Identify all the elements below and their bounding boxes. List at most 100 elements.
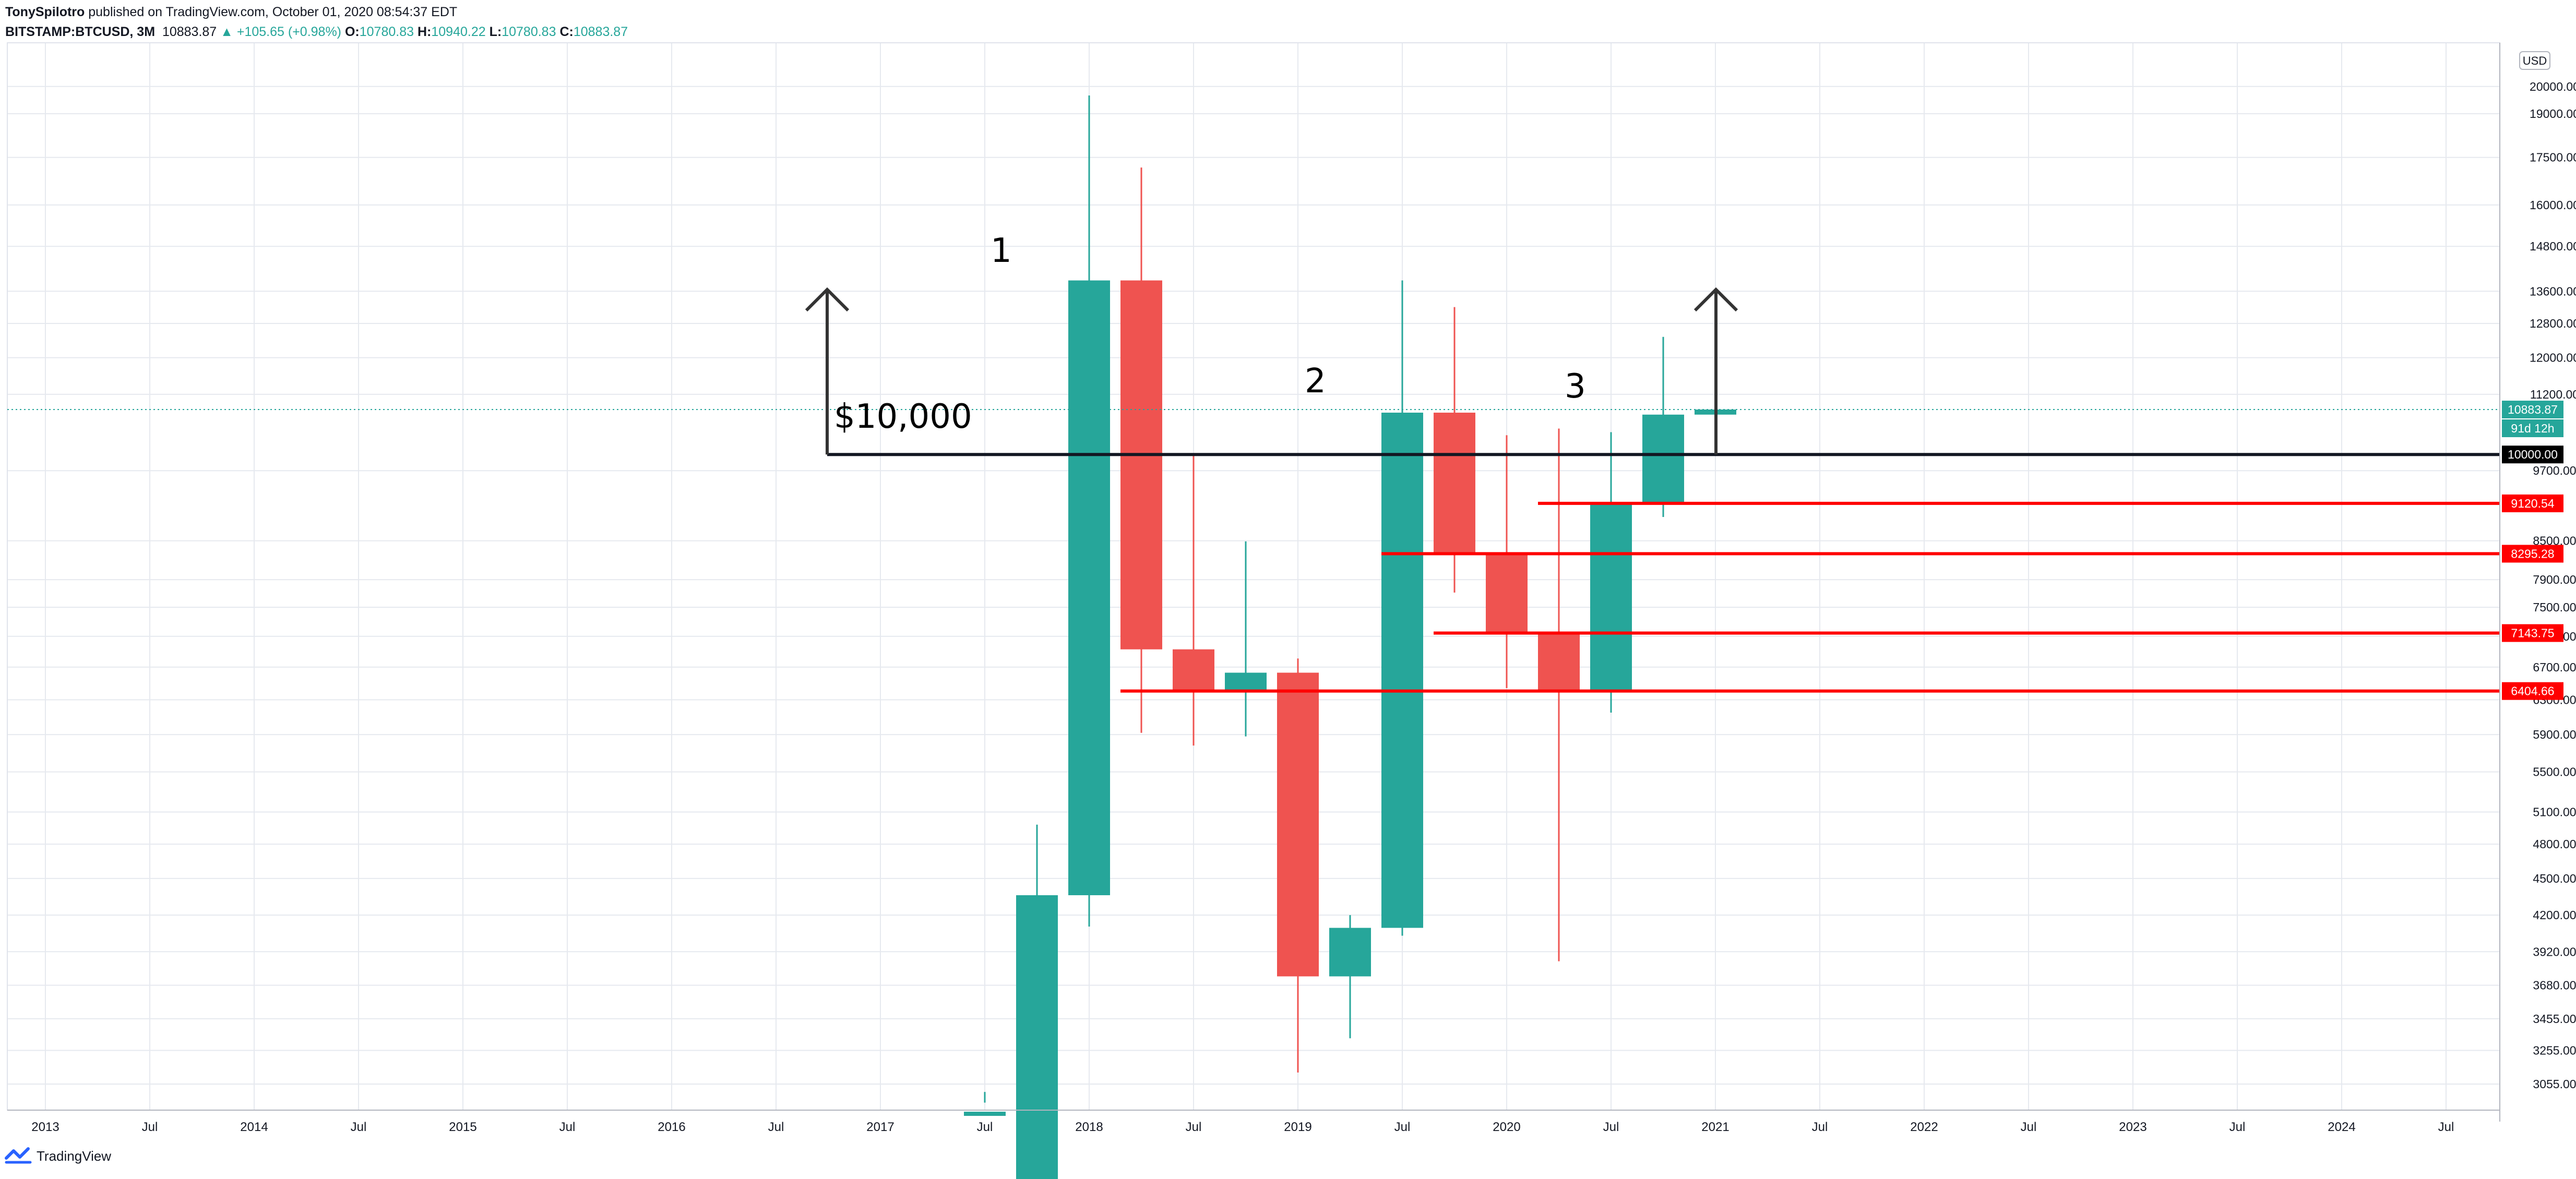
low-label: L: — [489, 25, 502, 39]
price-tick-label: 3055.00 — [2533, 1077, 2576, 1091]
price-tick-label: 5900.00 — [2533, 728, 2576, 741]
symbol-label[interactable]: BITSTAMP:BTCUSD, 3M — [5, 25, 156, 39]
candle — [964, 1092, 1006, 1116]
candle-body — [1329, 928, 1371, 977]
price-label: 9120.54 — [2511, 497, 2554, 510]
price-tick-label: 12000.00 — [2530, 351, 2576, 365]
candle — [1173, 455, 1214, 746]
candle-body — [1642, 414, 1684, 503]
currency-badge-label: USD — [2523, 54, 2547, 67]
time-tick-label: Jul — [2021, 1120, 2037, 1134]
tradingview-brand[interactable]: TradingView — [37, 1148, 112, 1164]
footer: TradingView — [4, 1147, 111, 1165]
price-label-box — [2502, 401, 2563, 419]
time-tick-label: 2015 — [449, 1120, 476, 1134]
price-label-box — [2502, 545, 2563, 563]
candle-body — [1538, 633, 1580, 691]
price-label-box — [2502, 494, 2563, 512]
candle-body — [1590, 503, 1632, 691]
time-tick-label: Jul — [2438, 1120, 2454, 1134]
annotation-label-1: 1 — [991, 232, 1012, 270]
price-label: 8295.28 — [2511, 547, 2554, 560]
open-value: 10780.83 — [359, 25, 414, 39]
publish-info: published on TradingView.com, October 01… — [88, 5, 458, 19]
candle-body — [964, 1111, 1006, 1116]
time-tick-label: Jul — [1186, 1120, 1202, 1134]
up-arrow-right-head — [1694, 287, 1738, 312]
time-tick-label: Jul — [142, 1120, 158, 1134]
time-tick-label: 2013 — [31, 1120, 59, 1134]
up-arrow-left-head — [805, 287, 850, 312]
price-tick-label: 9700.00 — [2533, 464, 2576, 477]
low-value: 10780.83 — [502, 25, 556, 39]
price-label: 10000.00 — [2508, 448, 2558, 461]
price-tick-label: 20000.00 — [2530, 80, 2576, 93]
time-tick-label: Jul — [977, 1120, 993, 1134]
time-tick-label: 2024 — [2328, 1120, 2355, 1134]
price-label-box — [2502, 624, 2563, 642]
price-tick-label: 16000.00 — [2530, 198, 2576, 212]
tradingview-logo-icon[interactable] — [4, 1147, 32, 1165]
time-tick-label: 2022 — [1910, 1120, 1938, 1134]
price-tick-label: 5100.00 — [2533, 805, 2576, 819]
time-tick-label: 2023 — [2119, 1120, 2146, 1134]
candle — [1277, 658, 1319, 1073]
price-label-box — [2502, 682, 2563, 700]
annotation-label-2: 2 — [1305, 362, 1326, 401]
candle-body — [1277, 672, 1319, 977]
time-tick-label: 2019 — [1284, 1120, 1311, 1134]
price-tick-label: 4800.00 — [2533, 837, 2576, 851]
open-label: O: — [344, 25, 360, 39]
author-name[interactable]: TonySpilotro — [5, 5, 85, 19]
price-tick-label: 19000.00 — [2530, 107, 2576, 121]
price-tick-label: 14800.00 — [2530, 239, 2576, 253]
time-tick-label: Jul — [1812, 1120, 1828, 1134]
ohlc-line: BITSTAMP:BTCUSD, 3M 10883.87 ▲ +105.65 (… — [5, 22, 628, 42]
candle — [1329, 915, 1371, 1039]
price-tick-label: 7500.00 — [2533, 600, 2576, 614]
time-tick-label: 2017 — [866, 1120, 894, 1134]
publish-line: TonySpilotro published on TradingView.co… — [5, 2, 628, 22]
time-tick-label: 2018 — [1075, 1120, 1103, 1134]
price-tick-label: 4200.00 — [2533, 908, 2576, 922]
time-tick-label: Jul — [1603, 1120, 1619, 1134]
candle — [1381, 280, 1423, 936]
annotation-label-3: 3 — [1565, 367, 1586, 406]
price-label-box — [2502, 419, 2563, 438]
time-tick-label: Jul — [2229, 1120, 2246, 1134]
candle — [1538, 428, 1580, 961]
last-price: 10883.87 — [162, 25, 217, 39]
time-tick-label: Jul — [768, 1120, 784, 1134]
candle-body — [1016, 895, 1058, 1179]
price-tick-label: 3255.00 — [2533, 1043, 2576, 1057]
price-change: ▲ +105.65 (+0.98%) — [220, 25, 342, 39]
time-tick-label: Jul — [1394, 1120, 1411, 1134]
plot-border — [7, 42, 2500, 1111]
price-tick-label: 3455.00 — [2533, 1012, 2576, 1026]
high-value: 10940.22 — [431, 25, 486, 39]
price-label: 6404.66 — [2511, 684, 2554, 698]
chart-header: TonySpilotro published on TradingView.co… — [5, 2, 628, 42]
candle-body — [1120, 280, 1162, 649]
candle-body — [1434, 413, 1475, 554]
price-tick-label: 5500.00 — [2533, 765, 2576, 779]
support-levels — [1120, 501, 2500, 693]
price-tick-label: 4500.00 — [2533, 872, 2576, 885]
candle — [1120, 167, 1162, 733]
high-label: H: — [417, 25, 432, 39]
price-tick-label: 7900.00 — [2533, 573, 2576, 586]
close-value: 10883.87 — [573, 25, 628, 39]
candle-body — [1173, 649, 1214, 692]
price-tick-label: 6700.00 — [2533, 660, 2576, 674]
price-label: 10883.87 — [2508, 403, 2558, 416]
candle — [1016, 824, 1058, 1179]
candle-body — [1068, 280, 1110, 896]
candle-body — [1381, 413, 1423, 928]
price-label-box — [2502, 446, 2563, 464]
close-label: C: — [559, 25, 574, 39]
annotations: $10,000 1 2 3 — [805, 232, 2500, 456]
candle — [1434, 307, 1475, 593]
time-tick-label: 2020 — [1493, 1120, 1520, 1134]
currency-badge — [2519, 51, 2550, 70]
